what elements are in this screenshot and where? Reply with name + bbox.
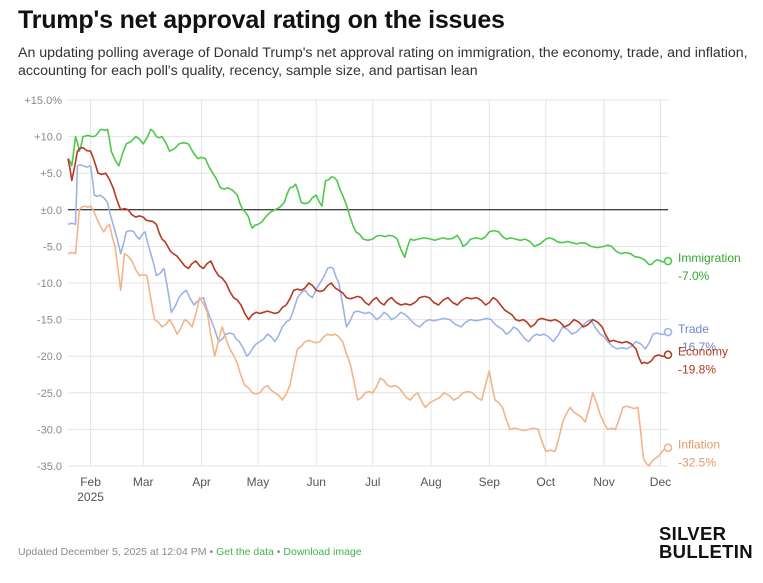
x-tick-label: Aug [420, 475, 441, 489]
y-tick-label: +10.0 [34, 132, 62, 144]
x-tick-label: Sep [479, 475, 501, 489]
series-layer [67, 128, 673, 467]
economy-end-marker [663, 350, 673, 360]
y-tick-label: -10.0 [37, 278, 62, 290]
download-image-link[interactable]: Download image [283, 546, 362, 558]
x-tick-label: Oct [536, 475, 555, 489]
x-tick-label: Mar [133, 475, 154, 489]
chart-title: Trump's net approval rating on the issue… [18, 6, 505, 34]
inflation-end-label: Inflation [678, 438, 720, 452]
footer-separator: • [209, 546, 214, 558]
y-tick-label: -30.0 [37, 424, 62, 436]
y-tick-label: -35.0 [37, 461, 62, 473]
economy-end-value: -19.8% [678, 363, 716, 377]
inflation-end-marker [663, 443, 673, 453]
trade-end-marker [663, 327, 673, 337]
x-tick-label: Jul [365, 475, 380, 489]
trade-end-label: Trade [678, 322, 709, 336]
end-label-layer: Immigration -7.0% Trade -16.7%Economy -19.8%… [678, 251, 741, 470]
silver-bulletin-logo: SILVER BULLETIN [659, 523, 753, 562]
grid-layer: +15.0% +10.0 +5.0 ±0.0 -5.0 -10.0 -15.0 -20.0 -2… [24, 95, 671, 504]
y-tick-label: +5.0 [40, 168, 62, 180]
footer-separator: • [276, 546, 281, 558]
trade-end-value: -16.7% [678, 340, 716, 354]
x-tick-label: Apr [192, 475, 211, 489]
x-tick-label: Feb [80, 475, 101, 489]
y-tick-label: ±0.0 [41, 205, 62, 217]
inflation-series-line [67, 205, 669, 467]
y-tick-label: -15.0 [37, 315, 62, 327]
y-tick-label: -25.0 [37, 388, 62, 400]
footer: Updated December 5, 2025 at 12:04 PM • G… [18, 546, 362, 558]
y-tick-label: -20.0 [37, 351, 62, 363]
immigration-end-label: Immigration [678, 251, 741, 265]
immigration-end-value: -7.0% [678, 269, 710, 283]
logo-line-1: SILVER [659, 523, 727, 544]
updated-timestamp: Updated December 5, 2025 at 12:04 PM [18, 546, 207, 558]
y-tick-label: -5.0 [43, 241, 62, 253]
immigration-series-line [67, 128, 669, 266]
y-tick-label: +15.0% [24, 95, 62, 107]
inflation-end-value: -32.5% [678, 456, 716, 470]
logo-line-2: BULLETIN [659, 541, 753, 562]
get-data-link[interactable]: Get the data [216, 546, 274, 558]
x-tick-label: Dec [650, 475, 671, 489]
trade-series-line [67, 163, 669, 357]
x-tick-label: Jun [307, 475, 326, 489]
economy-series-line [67, 146, 669, 365]
x-tick-label: May [247, 475, 270, 489]
x-tick-year-label: 2025 [77, 490, 104, 504]
chart-subtitle: An updating polling average of Donald Tr… [18, 45, 748, 79]
x-tick-label: Nov [593, 475, 614, 489]
immigration-end-marker [663, 256, 673, 266]
economy-end-label: Economy [678, 345, 728, 359]
